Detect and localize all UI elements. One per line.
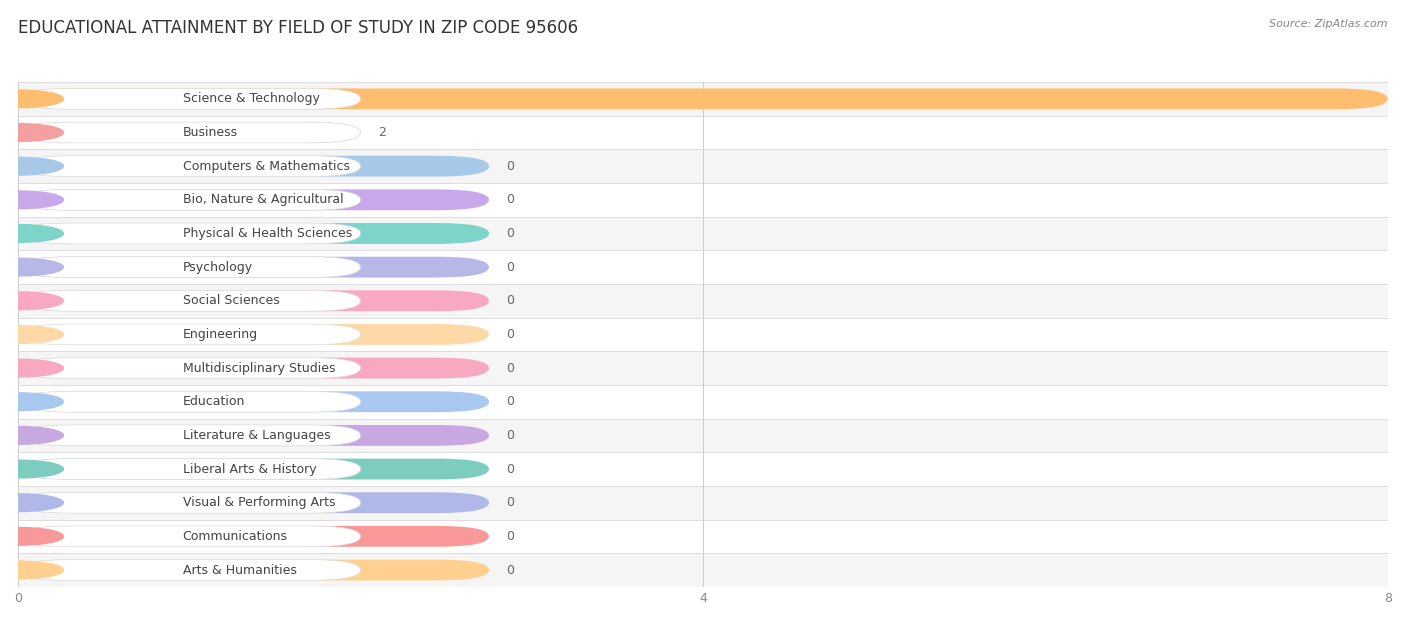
Text: Visual & Performing Arts: Visual & Performing Arts <box>183 496 335 509</box>
Circle shape <box>0 494 63 512</box>
Text: Source: ZipAtlas.com: Source: ZipAtlas.com <box>1270 19 1388 29</box>
Circle shape <box>0 124 63 141</box>
FancyBboxPatch shape <box>18 385 1388 418</box>
FancyBboxPatch shape <box>18 284 1388 317</box>
Circle shape <box>0 359 63 377</box>
FancyBboxPatch shape <box>18 216 1388 251</box>
Text: 0: 0 <box>506 395 515 408</box>
Text: 2: 2 <box>378 126 385 139</box>
Circle shape <box>0 90 63 108</box>
FancyBboxPatch shape <box>18 459 360 480</box>
FancyBboxPatch shape <box>18 290 489 311</box>
FancyBboxPatch shape <box>18 324 360 345</box>
Circle shape <box>0 427 63 444</box>
Circle shape <box>0 191 63 209</box>
Circle shape <box>0 326 63 343</box>
Circle shape <box>0 225 63 242</box>
Text: Communications: Communications <box>183 530 288 543</box>
Text: Literature & Languages: Literature & Languages <box>183 429 330 442</box>
Text: 0: 0 <box>506 294 515 307</box>
Text: 0: 0 <box>506 563 515 577</box>
FancyBboxPatch shape <box>18 189 360 210</box>
FancyBboxPatch shape <box>18 122 360 143</box>
Text: Social Sciences: Social Sciences <box>183 294 280 307</box>
FancyBboxPatch shape <box>18 156 489 177</box>
FancyBboxPatch shape <box>18 156 360 177</box>
Text: 0: 0 <box>506 261 515 274</box>
Text: Science & Technology: Science & Technology <box>183 92 319 105</box>
FancyBboxPatch shape <box>18 257 489 278</box>
FancyBboxPatch shape <box>18 189 489 210</box>
FancyBboxPatch shape <box>18 358 360 379</box>
FancyBboxPatch shape <box>18 115 1388 150</box>
Text: 0: 0 <box>506 328 515 341</box>
Circle shape <box>0 292 63 310</box>
FancyBboxPatch shape <box>18 290 360 311</box>
Circle shape <box>0 460 63 478</box>
FancyBboxPatch shape <box>18 183 1388 216</box>
FancyBboxPatch shape <box>18 88 1388 109</box>
FancyBboxPatch shape <box>18 122 360 143</box>
Text: Business: Business <box>183 126 238 139</box>
Text: 0: 0 <box>506 496 515 509</box>
Text: 0: 0 <box>506 362 515 375</box>
Text: Psychology: Psychology <box>183 261 253 274</box>
FancyBboxPatch shape <box>18 391 360 412</box>
FancyBboxPatch shape <box>18 459 489 480</box>
FancyBboxPatch shape <box>18 560 489 581</box>
FancyBboxPatch shape <box>18 418 1388 452</box>
FancyBboxPatch shape <box>18 553 1388 587</box>
FancyBboxPatch shape <box>18 519 1388 553</box>
FancyBboxPatch shape <box>18 324 489 345</box>
FancyBboxPatch shape <box>18 492 360 513</box>
FancyBboxPatch shape <box>18 492 489 513</box>
FancyBboxPatch shape <box>18 88 360 109</box>
FancyBboxPatch shape <box>18 257 360 278</box>
Text: Arts & Humanities: Arts & Humanities <box>183 563 297 577</box>
FancyBboxPatch shape <box>18 82 1388 115</box>
FancyBboxPatch shape <box>18 526 360 547</box>
FancyBboxPatch shape <box>18 150 1388 183</box>
FancyBboxPatch shape <box>18 526 489 547</box>
FancyBboxPatch shape <box>18 425 360 446</box>
Circle shape <box>0 157 63 175</box>
FancyBboxPatch shape <box>18 358 489 379</box>
FancyBboxPatch shape <box>18 391 489 412</box>
FancyBboxPatch shape <box>18 486 1388 519</box>
FancyBboxPatch shape <box>18 223 489 244</box>
FancyBboxPatch shape <box>18 317 1388 351</box>
Text: Physical & Health Sciences: Physical & Health Sciences <box>183 227 352 240</box>
FancyBboxPatch shape <box>18 351 1388 385</box>
Text: 0: 0 <box>506 429 515 442</box>
Text: Liberal Arts & History: Liberal Arts & History <box>183 463 316 476</box>
Text: Multidisciplinary Studies: Multidisciplinary Studies <box>183 362 335 375</box>
Text: 0: 0 <box>506 227 515 240</box>
Text: EDUCATIONAL ATTAINMENT BY FIELD OF STUDY IN ZIP CODE 95606: EDUCATIONAL ATTAINMENT BY FIELD OF STUDY… <box>18 19 578 37</box>
Circle shape <box>0 258 63 276</box>
Text: Engineering: Engineering <box>183 328 257 341</box>
FancyBboxPatch shape <box>18 223 360 244</box>
Text: 0: 0 <box>506 463 515 476</box>
Text: Computers & Mathematics: Computers & Mathematics <box>183 160 350 173</box>
Text: Education: Education <box>183 395 245 408</box>
Circle shape <box>0 528 63 545</box>
FancyBboxPatch shape <box>18 251 1388 284</box>
FancyBboxPatch shape <box>18 452 1388 486</box>
Text: Bio, Nature & Agricultural: Bio, Nature & Agricultural <box>183 193 343 206</box>
Text: 0: 0 <box>506 530 515 543</box>
FancyBboxPatch shape <box>18 560 360 581</box>
Circle shape <box>0 393 63 411</box>
Text: 0: 0 <box>506 160 515 173</box>
Text: 0: 0 <box>506 193 515 206</box>
Circle shape <box>0 561 63 579</box>
FancyBboxPatch shape <box>18 425 489 446</box>
